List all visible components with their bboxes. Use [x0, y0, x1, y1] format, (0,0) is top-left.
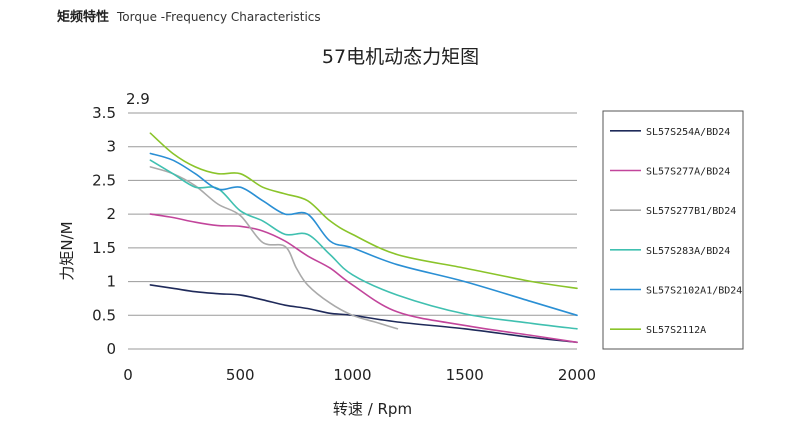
x-tick-label: 1000: [333, 366, 371, 384]
series-line-4: [149, 159, 578, 330]
series-line-6: [149, 132, 578, 290]
legend-label: SL57S283A/BD24: [646, 246, 730, 257]
legend-label: SL57S2112A: [646, 325, 706, 336]
header-title-en: Torque -Frequency Characteristics: [117, 10, 321, 24]
series-line-3: [149, 166, 399, 330]
page-header: 矩频特性 Torque -Frequency Characteristics: [57, 6, 321, 28]
grid-layer: [128, 112, 577, 350]
legend-box: [602, 110, 744, 350]
y-tick-label: 3.5: [92, 104, 116, 122]
y-tick-label: 0: [106, 340, 116, 358]
y-tick-label: 2.5: [92, 171, 116, 189]
y-tick-label: 3: [106, 138, 116, 156]
x-tick-label: 500: [226, 366, 255, 384]
legend-label: SL57S254A/BD24: [646, 127, 730, 138]
axis-layer: 0 0.5 1 1.5 2 2.5 3 3.5 0 500 1000 1500 2000: [92, 104, 596, 384]
x-tick-label: 1500: [446, 366, 484, 384]
legend-label: SL57S2102A1/BD24: [646, 286, 742, 297]
series-line-1: [149, 284, 578, 344]
y-tick-label: 1: [106, 273, 116, 291]
plot-area: [128, 113, 577, 349]
y-tick-label: 1.5: [92, 239, 116, 257]
y-axis-label: 力矩N/M: [58, 221, 76, 280]
y-tick-label: 2: [106, 205, 116, 223]
series-layer: [149, 132, 578, 344]
series-line-5: [149, 152, 578, 317]
legend-label: SL57S277A/BD24: [646, 167, 730, 178]
legend-label: SL57S277B1/BD24: [646, 206, 736, 217]
series-line-2: [149, 213, 578, 344]
x-tick-label: 2000: [558, 366, 596, 384]
header-title-zh: 矩频特性: [57, 10, 110, 25]
x-tick-label: 0: [123, 366, 133, 384]
y-tick-label: 0.5: [92, 306, 116, 324]
chart-title: 57电机动态力矩图: [321, 46, 480, 68]
y-max-label: 2.9: [126, 90, 150, 108]
legend: SL57S254A/BD24 SL57S277A/BD24 SL57S277B1/B…: [602, 110, 744, 350]
x-axis-label: 转速 / Rpm: [333, 400, 412, 418]
